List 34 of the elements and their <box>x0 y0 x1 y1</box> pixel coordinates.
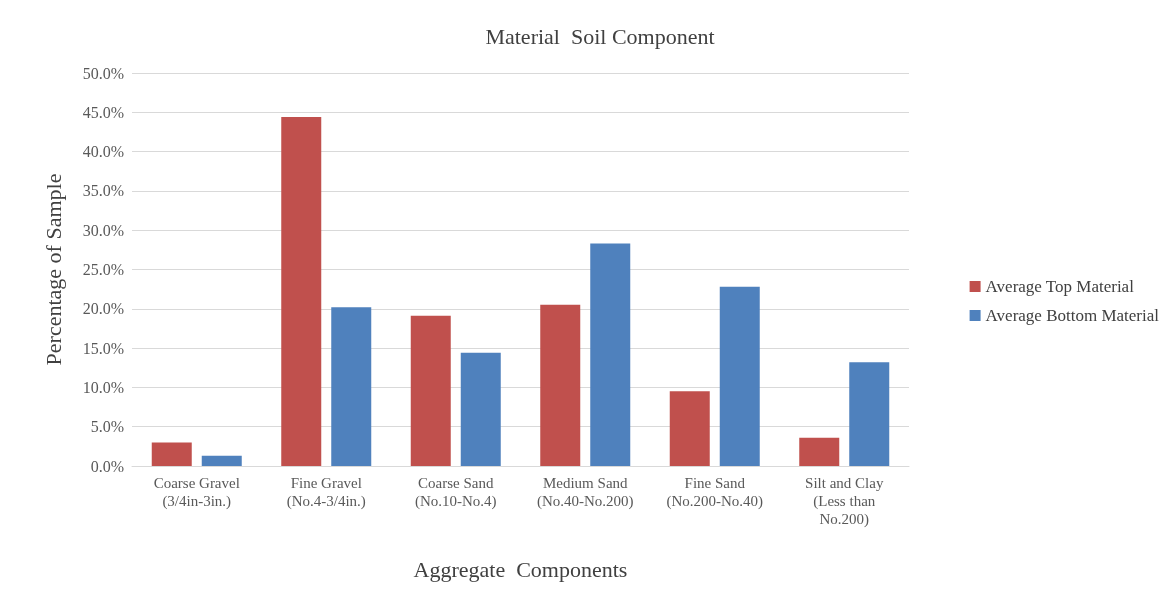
x-tick-label: Medium Sand (No.40-No.200) <box>536 475 634 510</box>
y-tick-label: 20.0% <box>82 300 124 318</box>
bar <box>151 442 192 466</box>
bar <box>719 286 760 466</box>
bar <box>799 437 840 466</box>
y-tick-label: 5.0% <box>90 418 124 436</box>
x-axis-title: Aggregate Components <box>413 556 628 582</box>
bar <box>540 304 581 466</box>
bar <box>331 307 372 466</box>
x-tick-label: Fine Gravel (No.4-3/4in.) <box>286 475 366 510</box>
y-tick-label: 45.0% <box>82 103 124 121</box>
y-tick-label: 50.0% <box>82 64 124 82</box>
y-tick-label: 30.0% <box>82 221 124 239</box>
chart-title: Material Soil Component <box>485 23 715 49</box>
x-tick-label: Coarse Gravel (3/4in-3in.) <box>153 475 240 510</box>
y-tick-label: 15.0% <box>82 339 124 357</box>
legend-label: Average Top Material <box>985 277 1135 296</box>
bar <box>410 315 451 466</box>
legend-label: Average Bottom Material <box>985 306 1160 325</box>
bar <box>201 455 242 466</box>
y-tick-label: 10.0% <box>82 378 124 396</box>
y-axis-title: Percentage of Sample <box>40 173 66 366</box>
x-tick-label: Coarse Sand (No.10-No.4) <box>414 475 497 510</box>
bar <box>460 352 501 466</box>
bar <box>590 243 631 466</box>
x-tick-label: Fine Sand (No.200-No.40) <box>666 475 764 510</box>
y-tick-label: 40.0% <box>82 143 124 161</box>
bar <box>849 362 890 466</box>
x-tick-label: Silt and Clay (Less than No.200) <box>805 475 884 528</box>
y-tick-label: 35.0% <box>82 182 124 200</box>
y-tick-label: 25.0% <box>82 261 124 278</box>
bar <box>281 117 322 466</box>
y-tick-label: 0.0% <box>90 457 124 475</box>
bar <box>669 391 710 466</box>
